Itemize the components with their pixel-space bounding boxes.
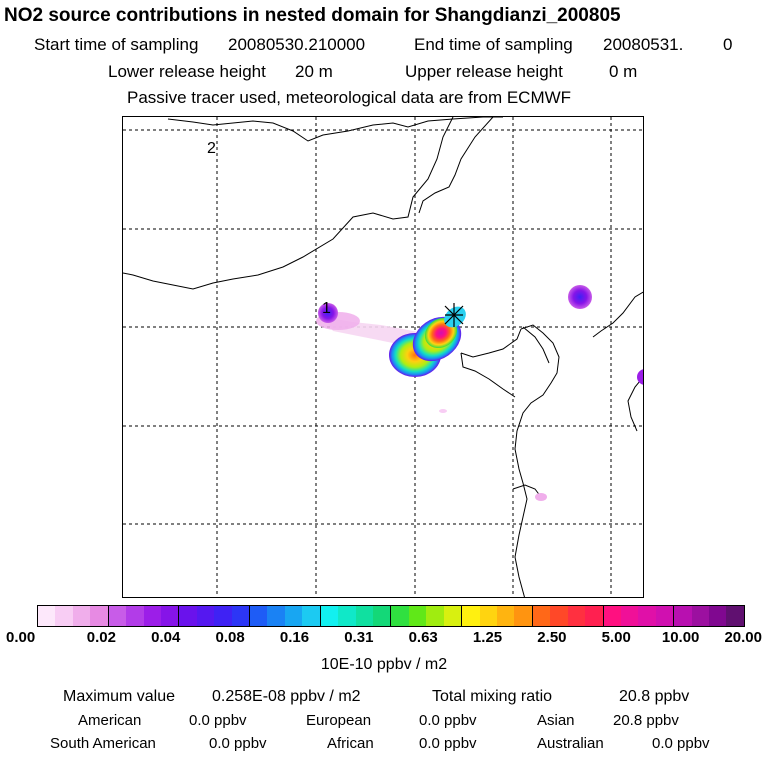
color-scale-segment xyxy=(214,606,232,626)
color-scale-segment xyxy=(638,606,656,626)
coastlines-borders xyxy=(123,117,643,597)
total-mixing-value: 20.8 ppbv xyxy=(619,688,690,705)
tracer-note: Passive tracer used, meteorological data… xyxy=(127,88,572,107)
page-title: NO2 source contributions in nested domai… xyxy=(4,5,621,26)
color-scale-segment xyxy=(338,606,356,626)
color-scale-tick-label: 0.16 xyxy=(279,629,310,646)
color-scale-tick-label: 0.31 xyxy=(344,629,374,646)
region-value: 0.0 ppbv xyxy=(652,735,710,752)
color-scale-tick-label: 5.00 xyxy=(601,629,631,646)
lower-release-label: Lower release height xyxy=(108,62,266,81)
color-scale-segment xyxy=(479,606,497,626)
region-name: African xyxy=(327,735,374,752)
end-time-extra: 0 xyxy=(723,35,733,54)
upper-release-label: Upper release height xyxy=(405,62,563,81)
color-scale-segment xyxy=(691,606,710,626)
region-name: European xyxy=(306,712,372,729)
color-scale-segment xyxy=(267,606,285,626)
color-scale-segment xyxy=(355,606,374,626)
receptor-marker xyxy=(444,303,464,327)
color-scale-segment xyxy=(302,606,321,626)
region-name: American xyxy=(78,712,142,729)
color-scale-segment xyxy=(391,606,409,626)
concentration-plume xyxy=(316,285,643,501)
region-value: 20.8 ppbv xyxy=(613,712,679,729)
map-label-1: 1 xyxy=(322,300,331,317)
color-scale-segment xyxy=(408,606,427,626)
color-scale-segment xyxy=(196,606,215,626)
color-scale-segment xyxy=(284,606,303,626)
region-value: 0.0 ppbv xyxy=(419,712,477,729)
color-scale-segment xyxy=(179,606,197,626)
color-scale-segment xyxy=(90,606,109,626)
upper-release-value: 0 m xyxy=(609,62,638,81)
color-scale-segment xyxy=(108,606,127,626)
color-scale-tick-label: 0.00 xyxy=(6,629,36,646)
max-value-label: Maximum value xyxy=(63,688,176,705)
color-scale-segment xyxy=(655,606,675,626)
color-scale-tick-label: 0.02 xyxy=(86,629,116,646)
lower-release-value: 20 m xyxy=(295,62,333,81)
color-scale-segment xyxy=(550,606,568,626)
color-scale-segment xyxy=(726,606,744,626)
color-scale-segment xyxy=(373,606,392,626)
color-scale-segment xyxy=(38,606,56,626)
region-value: 0.0 ppbv xyxy=(209,735,267,752)
color-scale-segment xyxy=(72,606,91,626)
color-scale-tick-label: 20.00 xyxy=(724,629,762,646)
color-scale-tick-label: 0.08 xyxy=(215,629,245,646)
start-time-value: 20080530.210000 xyxy=(228,35,366,54)
color-scale-segment xyxy=(320,606,339,626)
total-mixing-label: Total mixing ratio xyxy=(432,688,553,705)
color-scale-segment xyxy=(585,606,604,626)
color-scale-segment xyxy=(603,606,621,626)
color-scale-segment xyxy=(462,606,480,626)
color-scale-segment xyxy=(532,606,551,626)
color-scale-tick-label: 2.50 xyxy=(537,629,567,646)
start-time-label: Start time of sampling xyxy=(34,35,199,54)
region-name: Australian xyxy=(537,735,604,752)
color-scale-bar xyxy=(37,605,745,627)
graticule xyxy=(123,117,643,597)
end-time-label: End time of sampling xyxy=(414,35,573,54)
color-scale-segment xyxy=(496,606,515,626)
color-scale-tick-label: 10.00 xyxy=(661,629,700,646)
end-time-value: 20080531. xyxy=(603,35,684,54)
color-scale-segment xyxy=(426,606,444,626)
color-scale-segment xyxy=(126,606,144,626)
color-scale-tick-label: 0.04 xyxy=(151,629,181,646)
region-name: South American xyxy=(50,735,156,752)
region-value: 0.0 ppbv xyxy=(189,712,247,729)
region-name: Asian xyxy=(537,712,575,729)
map-label-2: 2 xyxy=(207,140,216,157)
color-scale-segment xyxy=(443,606,463,626)
color-scale-segment xyxy=(514,606,533,626)
color-scale-segment xyxy=(231,606,251,626)
color-scale-segment xyxy=(567,606,586,626)
color-scale-units: 10E-10 ppbv / m2 xyxy=(320,656,448,673)
color-scale-segment xyxy=(55,606,73,626)
map-canvas: 2 1 xyxy=(123,117,643,597)
color-scale-segment xyxy=(620,606,639,626)
color-scale-tick-label: 0.63 xyxy=(408,629,438,646)
color-scale-segment xyxy=(674,606,692,626)
color-scale-tick-label: 1.25 xyxy=(472,629,503,646)
region-value: 0.0 ppbv xyxy=(419,735,477,752)
color-scale-segment xyxy=(160,606,180,626)
color-scale-segment xyxy=(709,606,727,626)
color-scale-segment xyxy=(250,606,268,626)
max-value: 0.258E-08 ppbv / m2 xyxy=(212,688,361,705)
color-scale-segment xyxy=(143,606,161,626)
map-panel: 2 1 xyxy=(122,116,644,598)
